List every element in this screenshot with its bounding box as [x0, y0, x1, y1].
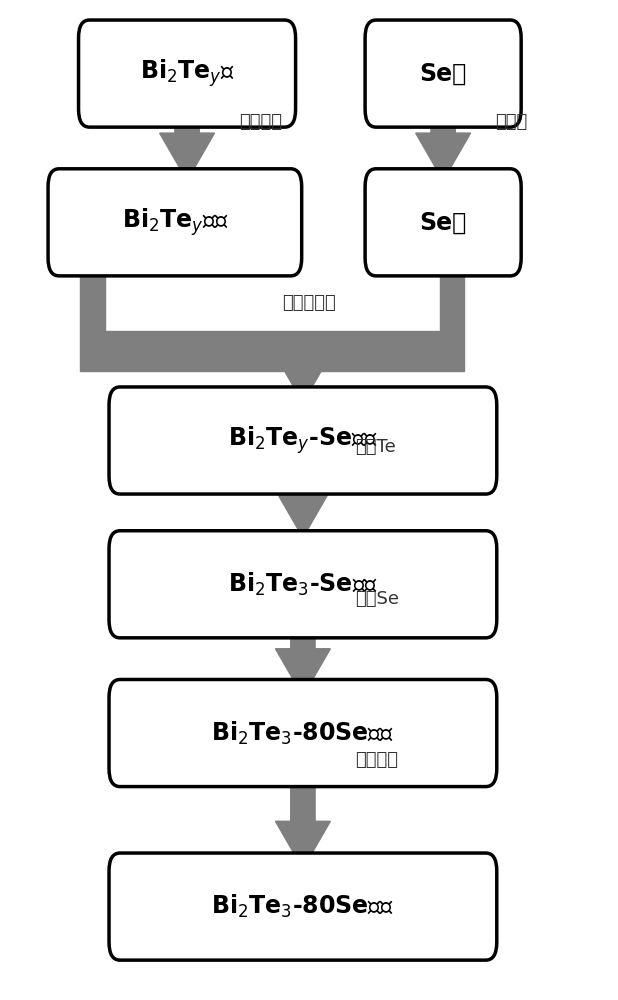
FancyBboxPatch shape — [109, 853, 497, 960]
Text: 升华扩散法: 升华扩散法 — [282, 294, 336, 312]
Text: 磁控溅射: 磁控溅射 — [239, 113, 282, 131]
Text: Se膜: Se膜 — [420, 210, 467, 234]
Text: Bi$_2$Te$_y$-Se薄膜: Bi$_2$Te$_y$-Se薄膜 — [228, 425, 378, 456]
Text: Se粉: Se粉 — [420, 62, 467, 86]
Polygon shape — [416, 110, 470, 181]
Text: Bi$_2$Te$_3$-80Se薄膜: Bi$_2$Te$_3$-80Se薄膜 — [211, 719, 394, 747]
Polygon shape — [276, 698, 331, 869]
Polygon shape — [276, 405, 331, 538]
FancyBboxPatch shape — [109, 387, 497, 494]
FancyBboxPatch shape — [48, 169, 302, 276]
Text: 工艺优化: 工艺优化 — [355, 751, 398, 769]
Polygon shape — [159, 110, 214, 181]
FancyBboxPatch shape — [78, 20, 295, 127]
Polygon shape — [80, 259, 105, 331]
FancyBboxPatch shape — [109, 679, 497, 787]
Text: 调控Te: 调控Te — [355, 438, 396, 456]
FancyBboxPatch shape — [365, 169, 521, 276]
FancyBboxPatch shape — [109, 531, 497, 638]
Text: Bi$_2$Te$_y$靶: Bi$_2$Te$_y$靶 — [140, 58, 234, 89]
FancyBboxPatch shape — [365, 20, 521, 127]
Text: 热蕲发: 热蕲发 — [495, 113, 527, 131]
Polygon shape — [440, 259, 465, 331]
Polygon shape — [80, 331, 465, 371]
Text: Bi$_2$Te$_3$-80Se薄膜: Bi$_2$Te$_3$-80Se薄膜 — [211, 893, 394, 920]
Text: 调控Se: 调控Se — [355, 590, 399, 608]
Text: Bi$_2$Te$_3$-Se薄膜: Bi$_2$Te$_3$-Se薄膜 — [228, 571, 378, 598]
Polygon shape — [290, 355, 315, 371]
Polygon shape — [276, 550, 331, 696]
Text: Bi$_2$Te$_y$薄膜: Bi$_2$Te$_y$薄膜 — [122, 206, 228, 238]
Polygon shape — [276, 355, 331, 403]
